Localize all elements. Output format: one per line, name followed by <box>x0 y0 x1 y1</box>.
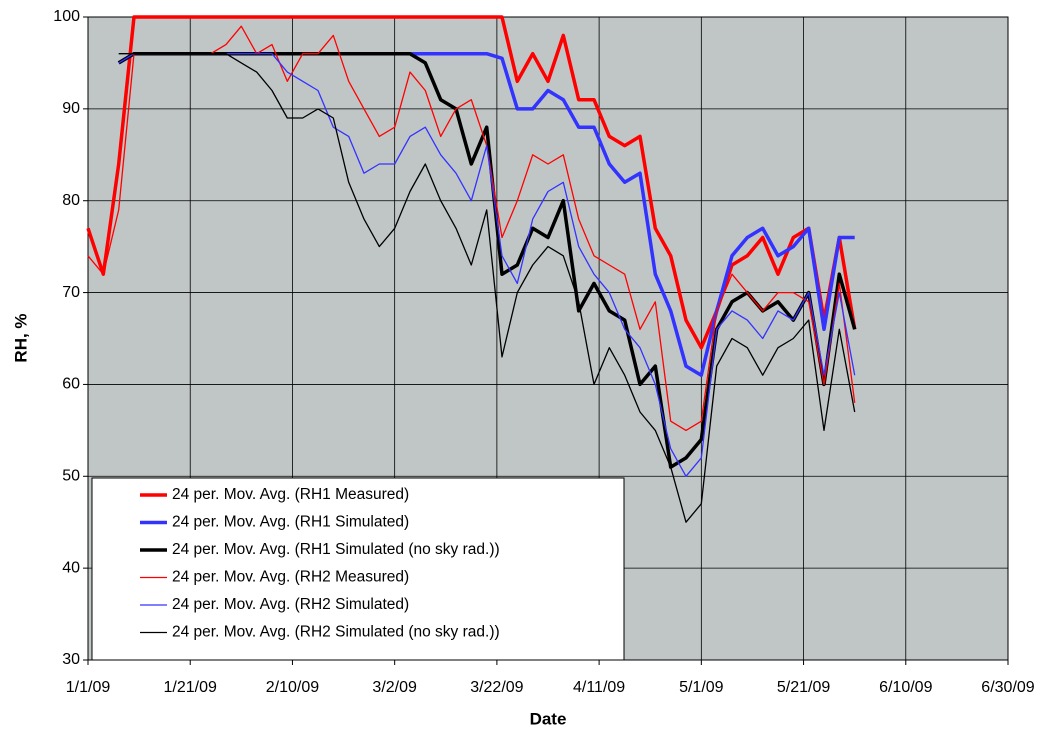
y-tick-label: 100 <box>53 8 80 25</box>
x-tick-label: 1/1/09 <box>66 679 111 696</box>
y-axis-title: RH, % <box>11 313 30 362</box>
legend-label: 24 per. Mov. Avg. (RH1 Simulated (no sky… <box>172 541 500 558</box>
legend-label: 24 per. Mov. Avg. (RH2 Simulated (no sky… <box>172 624 500 641</box>
legend-box <box>91 477 625 661</box>
y-tick-label: 80 <box>62 192 80 209</box>
x-tick-label: 3/2/09 <box>372 679 417 696</box>
x-tick-label: 4/11/09 <box>573 679 625 696</box>
y-tick-label: 40 <box>62 559 80 576</box>
legend-label: 24 per. Mov. Avg. (RH1 Simulated) <box>172 514 409 531</box>
y-tick-label: 70 <box>62 284 80 301</box>
series-line <box>118 53 856 523</box>
y-tick-label: 30 <box>62 651 80 668</box>
legend-label: 24 per. Mov. Avg. (RH2 Simulated) <box>172 596 409 613</box>
y-tick-label: 50 <box>62 468 80 485</box>
x-tick-label: 3/22/09 <box>470 679 523 696</box>
y-tick-label: 90 <box>62 100 80 117</box>
x-tick-label: 6/10/09 <box>879 679 932 696</box>
y-tick-label: 60 <box>62 376 80 393</box>
x-tick-label: 6/30/09 <box>981 679 1034 696</box>
x-tick-label: 5/21/09 <box>777 679 830 696</box>
legend-label: 24 per. Mov. Avg. (RH2 Measured) <box>172 569 409 586</box>
x-tick-label: 2/10/09 <box>266 679 319 696</box>
x-tick-label: 5/1/09 <box>679 679 724 696</box>
x-axis-title: Date <box>530 709 567 728</box>
series-line <box>87 25 856 432</box>
series-line <box>118 53 856 477</box>
x-tick-label: 1/21/09 <box>164 679 217 696</box>
legend-label: 24 per. Mov. Avg. (RH1 Measured) <box>172 486 409 503</box>
